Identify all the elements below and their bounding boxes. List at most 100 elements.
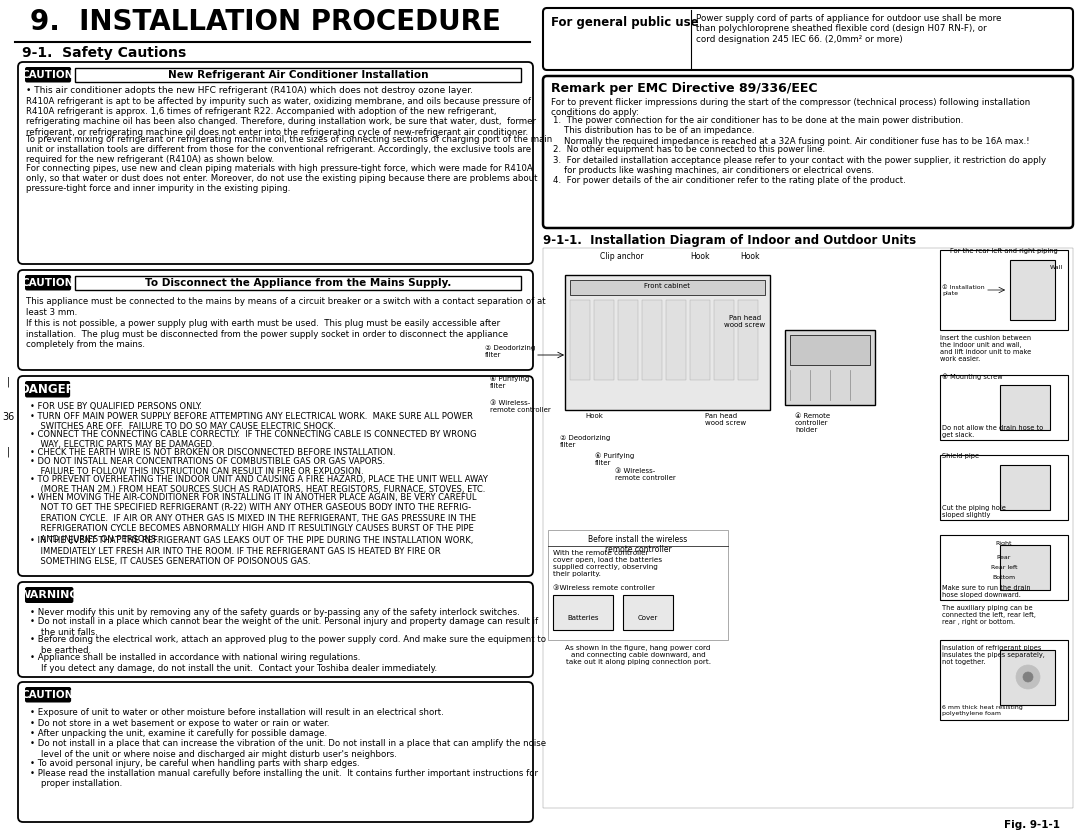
Bar — [1000, 545, 1050, 590]
Text: • Appliance shall be installed in accordance with national wiring regulations.
 : • Appliance shall be installed in accord… — [30, 654, 437, 673]
Text: With the remote controller
cover open, load the batteries
supplied correctly, ob: With the remote controller cover open, l… — [553, 550, 662, 577]
Text: Make sure to run the drain
hose sloped downward.: Make sure to run the drain hose sloped d… — [942, 585, 1030, 598]
Text: • This air conditioner adopts the new HFC refrigerant (R410A) which does not des: • This air conditioner adopts the new HF… — [26, 86, 473, 94]
Text: Batteries: Batteries — [567, 615, 598, 621]
Bar — [594, 300, 615, 380]
FancyBboxPatch shape — [18, 376, 534, 576]
Text: Hook: Hook — [585, 413, 603, 419]
Bar — [642, 300, 662, 380]
Text: • Never modify this unit by removing any of the safety guards or by-passing any : • Never modify this unit by removing any… — [30, 608, 519, 617]
Text: Hook: Hook — [740, 252, 759, 261]
Text: For connecting pipes, use new and clean piping materials with high pressure-tigh: For connecting pipes, use new and clean … — [26, 163, 538, 193]
Text: Insert the cushion between
the indoor unit and wall,
and lift indoor unit to mak: Insert the cushion between the indoor un… — [940, 335, 1031, 362]
Bar — [940, 640, 1068, 720]
FancyBboxPatch shape — [543, 8, 1074, 70]
Bar — [553, 595, 613, 630]
Text: Cover: Cover — [638, 615, 658, 621]
FancyBboxPatch shape — [25, 275, 71, 290]
Bar — [76, 276, 521, 289]
Bar — [789, 335, 870, 365]
Text: To prevent mixing of refrigerant or refrigerating machine oil, the sizes of conn: To prevent mixing of refrigerant or refr… — [26, 134, 552, 164]
Text: • TO PREVENT OVERHEATING THE INDOOR UNIT AND CAUSING A FIRE HAZARD, PLACE THE UN: • TO PREVENT OVERHEATING THE INDOOR UNIT… — [30, 475, 488, 495]
Bar — [76, 68, 521, 82]
Text: 4.  For power details of the air conditioner refer to the rating plate of the pr: 4. For power details of the air conditio… — [553, 176, 906, 185]
Bar — [940, 250, 1068, 330]
Text: CAUTION: CAUTION — [22, 690, 75, 700]
Text: • After unpacking the unit, examine it carefully for possible damage.: • After unpacking the unit, examine it c… — [30, 729, 327, 738]
Text: Rear: Rear — [997, 555, 1011, 560]
Text: If this is not possible, a power supply plug with earth must be used.  This plug: If this is not possible, a power supply … — [26, 319, 508, 349]
Text: ③ Wireless-
remote controller: ③ Wireless- remote controller — [490, 400, 551, 413]
FancyBboxPatch shape — [18, 62, 534, 264]
Text: CAUTION: CAUTION — [22, 70, 75, 80]
Text: Hook: Hook — [690, 252, 710, 261]
Text: ⑥ Mounting screw: ⑥ Mounting screw — [942, 373, 1002, 379]
Text: Right: Right — [996, 541, 1012, 546]
FancyBboxPatch shape — [18, 270, 534, 370]
Text: Fig. 9-1-1: Fig. 9-1-1 — [1004, 820, 1059, 830]
Text: Cut the piping hole
sloped slightly: Cut the piping hole sloped slightly — [942, 505, 1005, 518]
FancyBboxPatch shape — [18, 682, 534, 822]
Text: Clip anchor: Clip anchor — [600, 252, 644, 261]
Bar — [940, 535, 1068, 600]
Text: To Disconnect the Appliance from the Mains Supply.: To Disconnect the Appliance from the Mai… — [145, 278, 451, 288]
Text: • CONNECT THE CONNECTING CABLE CORRECTLY.  IF THE CONNECTING CABLE IS CONNECTED : • CONNECT THE CONNECTING CABLE CORRECTLY… — [30, 430, 476, 449]
Text: 2.  No other equipment has to be connected to this power line.: 2. No other equipment has to be connecte… — [553, 145, 825, 154]
Text: ⑥ Purifying
filter: ⑥ Purifying filter — [595, 452, 634, 465]
Text: New Refrigerant Air Conditioner Installation: New Refrigerant Air Conditioner Installa… — [167, 70, 429, 80]
Text: ① Installation
plate: ① Installation plate — [942, 285, 985, 296]
Bar — [623, 595, 673, 630]
Text: Shield pipe: Shield pipe — [942, 453, 980, 459]
Text: Insulation of refrigerant pipes
insulates the pipes separately,
not together.: Insulation of refrigerant pipes insulate… — [942, 645, 1044, 665]
Text: This appliance must be connected to the mains by means of a circuit breaker or a: This appliance must be connected to the … — [26, 298, 545, 317]
Text: Front cabinet: Front cabinet — [645, 283, 690, 289]
FancyBboxPatch shape — [18, 582, 534, 677]
Text: • TURN OFF MAIN POWER SUPPLY BEFORE ATTEMPTING ANY ELECTRICAL WORK.  MAKE SURE A: • TURN OFF MAIN POWER SUPPLY BEFORE ATTE… — [30, 411, 473, 431]
Text: DANGER: DANGER — [19, 383, 76, 396]
Text: • Do not store in a wet basement or expose to water or rain or water.: • Do not store in a wet basement or expo… — [30, 719, 329, 727]
Text: 6 mm thick heat resisting
polyethylene foam: 6 mm thick heat resisting polyethylene f… — [942, 705, 1023, 716]
Text: • Before doing the electrical work, attach an approved plug to the power supply : • Before doing the electrical work, atta… — [30, 636, 546, 655]
Text: Remark per EMC Directive 89/336/EEC: Remark per EMC Directive 89/336/EEC — [551, 82, 818, 95]
Text: • FOR USE BY QUALIFIED PERSONS ONLY.: • FOR USE BY QUALIFIED PERSONS ONLY. — [30, 402, 202, 411]
Text: 9.  INSTALLATION PROCEDURE: 9. INSTALLATION PROCEDURE — [29, 8, 500, 36]
Bar — [785, 330, 875, 405]
Text: • Please read the installation manual carefully before installing the unit.  It : • Please read the installation manual ca… — [30, 769, 538, 788]
Text: Do not allow the drain hose to
get slack.: Do not allow the drain hose to get slack… — [942, 425, 1043, 438]
Text: WARNING: WARNING — [19, 590, 80, 600]
Bar — [1000, 385, 1050, 430]
Text: Pan head
wood screw: Pan head wood screw — [725, 315, 766, 328]
Text: 9-1-1.  Installation Diagram of Indoor and Outdoor Units: 9-1-1. Installation Diagram of Indoor an… — [543, 234, 916, 247]
Bar — [940, 455, 1068, 520]
Text: ⑥ Purifying
filter: ⑥ Purifying filter — [490, 375, 529, 389]
FancyBboxPatch shape — [25, 687, 71, 702]
Text: • Do not install in a place which cannot bear the weight of the unit. Personal i: • Do not install in a place which cannot… — [30, 617, 538, 637]
Bar — [738, 300, 758, 380]
Text: Bottom: Bottom — [993, 575, 1015, 580]
Text: • IN THE EVENT THAT THE REFRIGERANT GAS LEAKS OUT OF THE PIPE DURING THE INSTALL: • IN THE EVENT THAT THE REFRIGERANT GAS … — [30, 536, 473, 566]
Bar — [714, 300, 734, 380]
Text: ④ Remote
controller
holder: ④ Remote controller holder — [795, 413, 831, 433]
Text: • WHEN MOVING THE AIR-CONDITIONER FOR INSTALLING IT IN ANOTHER PLACE AGAIN, BE V: • WHEN MOVING THE AIR-CONDITIONER FOR IN… — [30, 493, 476, 544]
Text: Wall: Wall — [1050, 265, 1063, 270]
Text: ② Deodorizing
filter: ② Deodorizing filter — [485, 345, 536, 358]
Text: • Exposure of unit to water or other moisture before installation will result in: • Exposure of unit to water or other moi… — [30, 708, 444, 717]
Bar — [1000, 465, 1050, 510]
Text: Pan head
wood screw: Pan head wood screw — [705, 413, 746, 426]
Bar — [565, 275, 770, 410]
Text: Power supply cord of parts of appliance for outdoor use shall be more
than polyc: Power supply cord of parts of appliance … — [696, 14, 1001, 44]
Bar — [570, 300, 590, 380]
Circle shape — [1016, 665, 1040, 689]
Bar — [940, 375, 1068, 440]
Text: For the rear left and right piping: For the rear left and right piping — [950, 248, 1058, 254]
Text: |


36


|: | 36 | — [2, 377, 14, 457]
Text: 1.  The power connection for the air conditioner has to be done at the main powe: 1. The power connection for the air cond… — [553, 116, 1029, 146]
Bar — [543, 248, 1074, 808]
Text: ③Wireless remote controller: ③Wireless remote controller — [553, 585, 654, 591]
Text: As shown in the figure, hang power cord
and connecting cable downward, and
take : As shown in the figure, hang power cord … — [565, 645, 711, 665]
Text: Rear left: Rear left — [990, 565, 1017, 570]
FancyBboxPatch shape — [543, 76, 1074, 228]
Text: • CHECK THE EARTH WIRE IS NOT BROKEN OR DISCONNECTED BEFORE INSTALLATION.: • CHECK THE EARTH WIRE IS NOT BROKEN OR … — [30, 448, 395, 456]
Bar — [666, 300, 686, 380]
Text: • DO NOT INSTALL NEAR CONCENTRATIONS OF COMBUSTIBLE GAS OR GAS VAPORS.
    FAILU: • DO NOT INSTALL NEAR CONCENTRATIONS OF … — [30, 457, 386, 476]
